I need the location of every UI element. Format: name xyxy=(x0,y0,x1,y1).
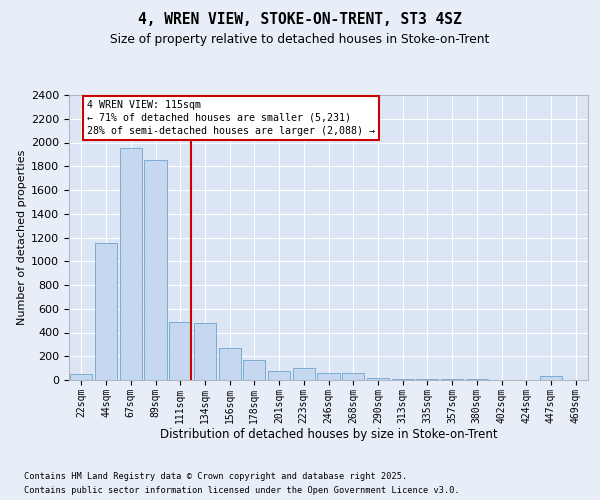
Bar xyxy=(95,244,117,380)
Text: Contains HM Land Registry data © Crown copyright and database right 2025.: Contains HM Land Registry data © Crown c… xyxy=(24,472,407,481)
Y-axis label: Number of detached properties: Number of detached properties xyxy=(17,150,27,325)
X-axis label: Distribution of detached houses by size in Stoke-on-Trent: Distribution of detached houses by size … xyxy=(160,428,497,442)
Text: 4 WREN VIEW: 115sqm
← 71% of detached houses are smaller (5,231)
28% of semi-det: 4 WREN VIEW: 115sqm ← 71% of detached ho… xyxy=(87,100,375,136)
Bar xyxy=(293,368,315,380)
Bar xyxy=(119,148,142,380)
Text: 4, WREN VIEW, STOKE-ON-TRENT, ST3 4SZ: 4, WREN VIEW, STOKE-ON-TRENT, ST3 4SZ xyxy=(138,12,462,28)
Bar xyxy=(218,348,241,380)
Bar xyxy=(70,374,92,380)
Bar xyxy=(243,360,265,380)
Bar xyxy=(540,376,562,380)
Text: Contains public sector information licensed under the Open Government Licence v3: Contains public sector information licen… xyxy=(24,486,460,495)
Bar xyxy=(342,373,364,380)
Bar xyxy=(392,379,414,380)
Text: Size of property relative to detached houses in Stoke-on-Trent: Size of property relative to detached ho… xyxy=(110,32,490,46)
Bar xyxy=(194,323,216,380)
Bar xyxy=(145,160,167,380)
Bar xyxy=(268,370,290,380)
Bar xyxy=(317,373,340,380)
Bar xyxy=(367,378,389,380)
Bar xyxy=(169,322,191,380)
Bar xyxy=(416,379,439,380)
